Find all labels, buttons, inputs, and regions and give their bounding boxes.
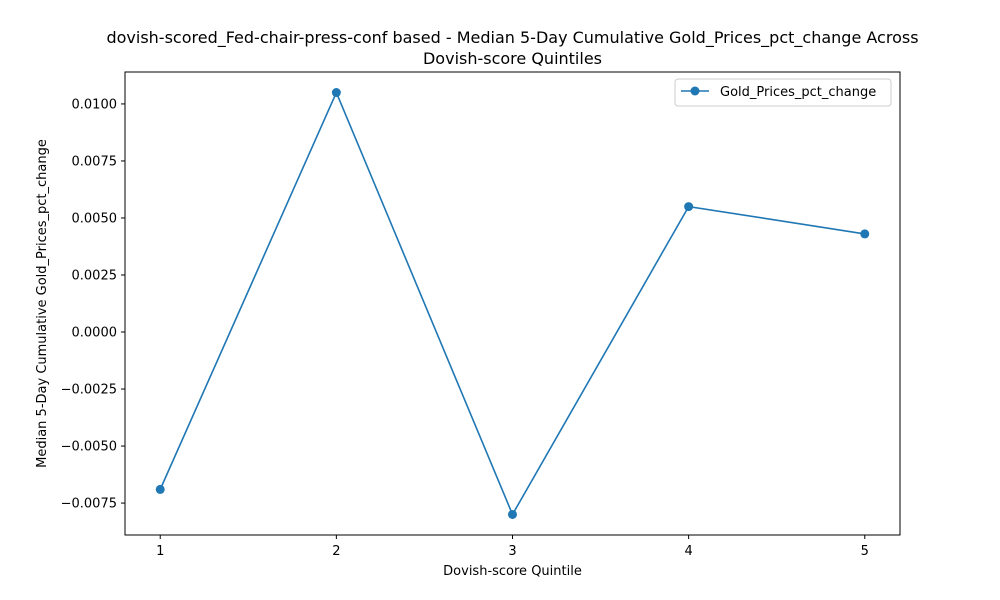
chart-title: dovish-scored_Fed-chair-press-conf based…: [106, 28, 918, 68]
axes-frame: [124, 71, 901, 536]
legend-box: [674, 78, 892, 107]
x-axis-label: Dovish-score Quintile: [443, 564, 582, 579]
x-tick-label: 3: [508, 544, 516, 559]
data-point: [155, 484, 165, 494]
legend: Gold_Prices_pct_change: [674, 78, 892, 107]
x-tick-label: 2: [332, 544, 340, 559]
chart-title-line: dovish-scored_Fed-chair-press-conf based…: [106, 28, 918, 48]
x-tick-label: 5: [861, 544, 869, 559]
y-tick-label: 0.0075: [72, 154, 118, 169]
plot-area: −0.0075 −0.0050 −0.0025 0.0000 0.0025 0.0050 0…: [61, 71, 901, 559]
y-tick-label: −0.0025: [61, 383, 117, 398]
legend-entry-label: Gold_Prices_pct_change: [720, 85, 876, 100]
y-axis-label: Median 5-Day Cumulative Gold_Prices_pct_…: [35, 139, 50, 468]
data-point: [508, 509, 517, 519]
data-point: [684, 202, 694, 212]
chart-title-line: Dovish-score Quintiles: [423, 49, 602, 68]
y-tick-label: 0.0050: [72, 211, 118, 226]
y-tick-label: −0.0050: [61, 440, 117, 455]
y-tick-label: 0.0000: [72, 326, 118, 341]
y-tick-label: 0.0025: [72, 268, 118, 283]
y-tick-label: −0.0075: [61, 497, 117, 512]
x-tick-label: 4: [684, 544, 692, 559]
x-tick-label: 1: [156, 544, 164, 559]
data-point: [860, 229, 870, 239]
data-point: [331, 88, 341, 98]
y-tick-label: 0.0100: [72, 97, 118, 112]
legend-marker-swatch: [690, 86, 700, 96]
